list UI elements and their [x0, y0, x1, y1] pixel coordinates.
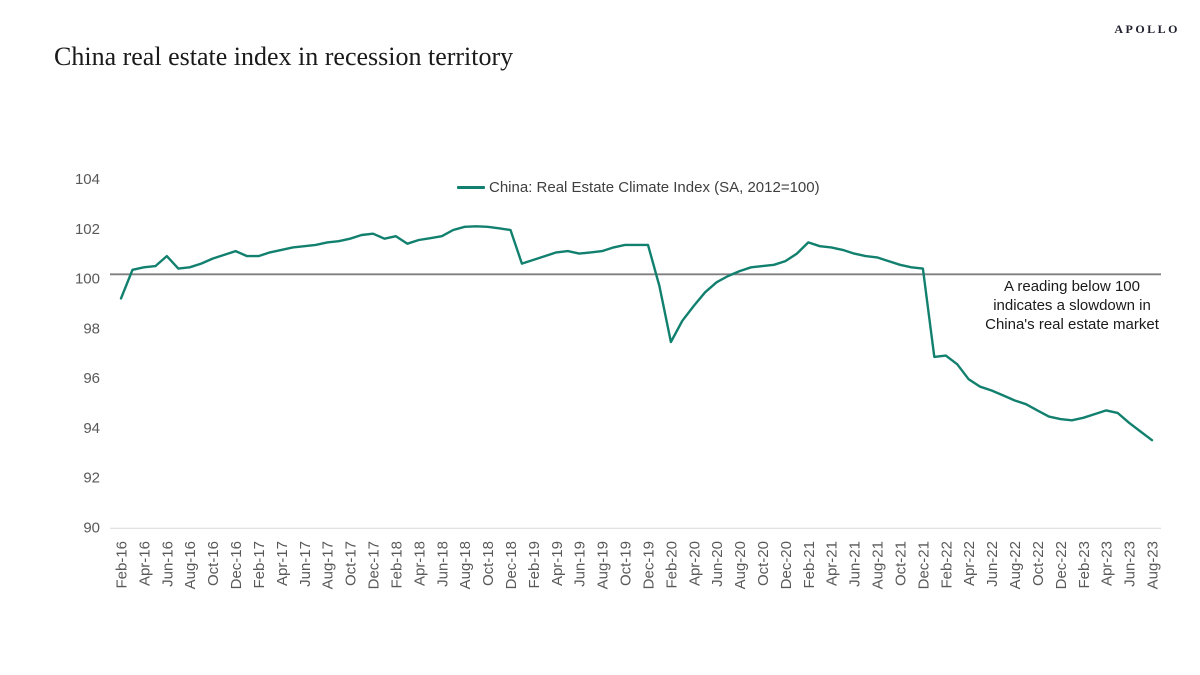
x-tick-label: Dec-17	[366, 541, 383, 589]
legend: China: Real Estate Climate Index (SA, 20…	[457, 179, 820, 196]
x-tick-label: Dec-16	[228, 541, 245, 589]
x-tick-label: Jun-17	[297, 541, 314, 587]
x-tick-label: Jun-18	[434, 541, 451, 587]
x-tick-label: Apr-19	[549, 541, 566, 586]
x-tick-label: Aug-17	[320, 541, 337, 589]
climate-index-series-line	[119, 225, 1154, 442]
y-tick-label: 102	[75, 221, 100, 238]
x-tick-label: Apr-17	[274, 541, 291, 586]
x-tick-label: Dec-22	[1053, 541, 1070, 589]
y-tick-label: 100	[75, 271, 100, 288]
x-tick-label: Oct-17	[343, 541, 360, 586]
x-tick-label: Aug-21	[870, 541, 887, 589]
x-tick-label: Dec-20	[778, 541, 795, 589]
x-tick-label: Dec-18	[503, 541, 520, 589]
x-tick-label: Oct-18	[480, 541, 497, 586]
x-tick-label: Aug-22	[1007, 541, 1024, 589]
x-tick-label: Oct-22	[1030, 541, 1047, 586]
apollo-logo: APOLLO	[1114, 22, 1180, 36]
x-tick-label: Jun-20	[709, 541, 726, 587]
x-tick-label: Jun-22	[984, 541, 1001, 587]
x-tick-label: Oct-19	[618, 541, 635, 586]
legend-line-swatch	[457, 186, 485, 189]
x-tick-label: Feb-19	[526, 541, 543, 589]
x-tick-label: Aug-16	[182, 541, 199, 589]
x-tick-label: Dec-21	[915, 541, 932, 589]
y-tick-label: 94	[83, 420, 100, 437]
x-tick-label: Feb-23	[1076, 541, 1093, 589]
y-tick-label: 98	[83, 320, 100, 337]
y-tick-label: 96	[83, 370, 100, 387]
x-tick-label: Feb-17	[251, 541, 268, 589]
x-tick-label: Aug-19	[595, 541, 612, 589]
x-tick-label: Feb-18	[388, 541, 405, 589]
x-tick-label: Jun-16	[159, 541, 176, 587]
x-tick-label: Apr-18	[411, 541, 428, 586]
y-tick-label: 104	[75, 171, 100, 188]
legend-label: China: Real Estate Climate Index (SA, 20…	[489, 179, 820, 196]
x-tick-label: Oct-21	[892, 541, 909, 586]
x-tick-label: Jun-21	[847, 541, 864, 587]
annotation-note: A reading below 100 indicates a slowdown…	[985, 278, 1159, 334]
x-tick-label: Feb-21	[801, 541, 818, 589]
x-tick-label: Feb-20	[663, 541, 680, 589]
x-tick-label: Apr-20	[686, 541, 703, 586]
x-tick-label: Apr-16	[136, 541, 153, 586]
y-tick-label: 90	[83, 519, 100, 536]
x-tick-label: Jun-23	[1122, 541, 1139, 587]
x-tick-label: Feb-16	[114, 541, 131, 589]
x-tick-label: Feb-22	[938, 541, 955, 589]
x-tick-label: Apr-23	[1099, 541, 1116, 586]
x-tick-label: Oct-20	[755, 541, 772, 586]
x-tick-label: Oct-16	[205, 541, 222, 586]
x-tick-label: Apr-21	[824, 541, 841, 586]
x-tick-label: Aug-20	[732, 541, 749, 589]
x-tick-label: Jun-19	[572, 541, 589, 587]
x-tick-label: Aug-18	[457, 541, 474, 589]
y-tick-label: 92	[83, 470, 100, 487]
x-tick-label: Dec-19	[640, 541, 657, 589]
x-tick-label: Aug-23	[1145, 541, 1162, 589]
x-tick-label: Apr-22	[961, 541, 978, 586]
page-title: China real estate index in recession ter…	[54, 42, 514, 71]
